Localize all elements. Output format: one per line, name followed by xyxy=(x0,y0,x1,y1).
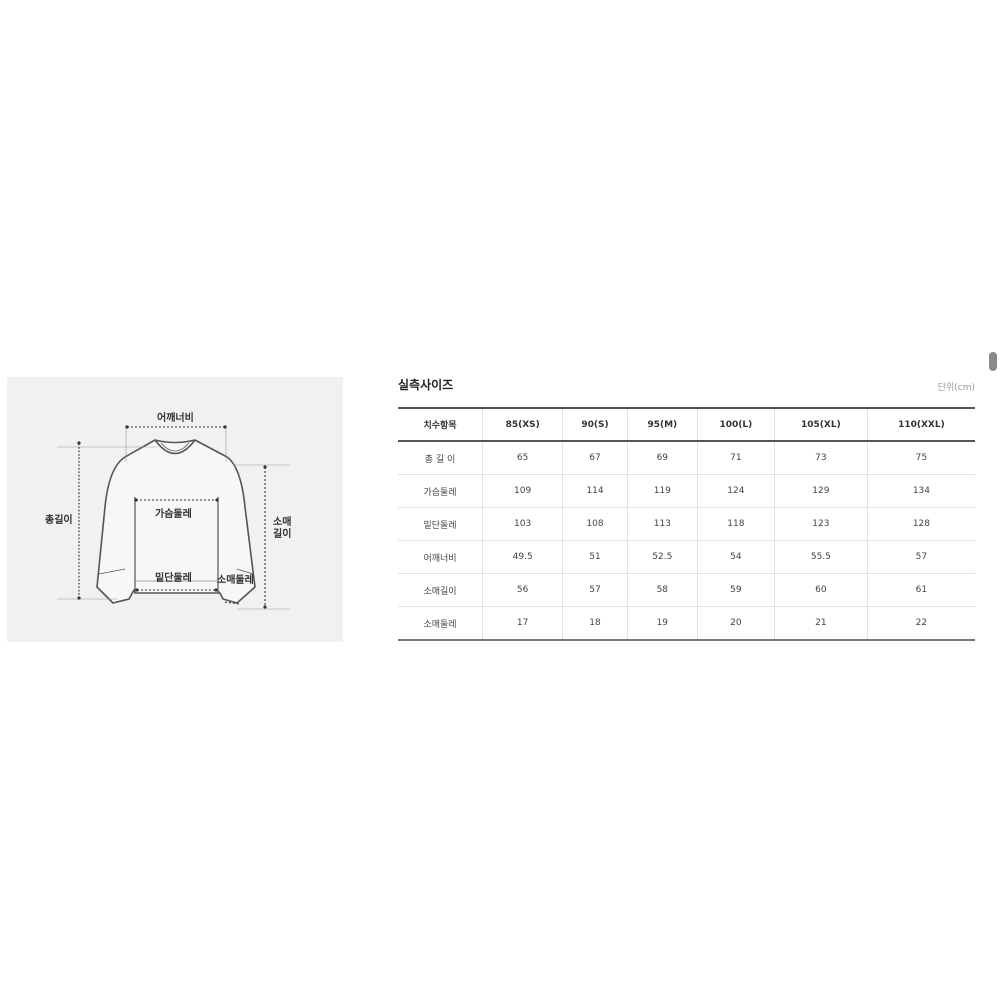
size-diagram: 어깨너비 가슴둘레 총길이 소매 길이 밑단둘레 소매둘레 xyxy=(7,377,343,642)
table-cell: 69 xyxy=(626,441,698,475)
sweatshirt-illustration xyxy=(57,425,290,610)
table-cell: 128 xyxy=(866,507,975,541)
table-cell: 18 xyxy=(562,606,628,641)
unit-label: 단위(cm) xyxy=(937,383,975,393)
table-cell: 58 xyxy=(626,573,698,607)
table-cell: 65 xyxy=(481,441,563,475)
table-cell: 51 xyxy=(562,540,628,574)
hem-label: 밑단둘레 xyxy=(155,573,192,584)
table-cell: 21 xyxy=(773,606,868,641)
row-label: 밑단둘레 xyxy=(398,507,483,541)
table-cell: 56 xyxy=(481,573,563,607)
row-label: 어깨너비 xyxy=(398,540,483,574)
table-cell: 134 xyxy=(866,474,975,508)
table-row: 어깨너비 49.5 51 52.5 54 55.5 57 xyxy=(398,540,975,574)
table-cell: 17 xyxy=(481,606,563,641)
table-row: 가슴둘레 109 114 119 124 129 134 xyxy=(398,474,975,508)
table-cell: 52.5 xyxy=(626,540,698,574)
row-label: 소매길이 xyxy=(398,573,483,607)
table-cell: 119 xyxy=(626,474,698,508)
column-header: 100(L) xyxy=(696,407,775,442)
total-length-label: 총길이 xyxy=(45,515,73,526)
table-cell: 61 xyxy=(866,573,975,607)
column-header: 85(XS) xyxy=(481,407,563,442)
column-header: 95(M) xyxy=(626,407,698,442)
table-cell: 113 xyxy=(626,507,698,541)
row-label: 총 길 이 xyxy=(398,441,483,475)
size-table: 치수항목 85(XS) 90(S) 95(M) 100(L) 105(XL) 110(XXL… xyxy=(398,407,975,641)
table-cell: 55.5 xyxy=(773,540,868,574)
table-cell: 59 xyxy=(696,573,775,607)
row-label: 가슴둘레 xyxy=(398,474,483,508)
column-header: 110(XXL) xyxy=(866,407,975,442)
table-cell: 57 xyxy=(562,573,628,607)
sleeve-length-label-1: 소매 xyxy=(273,517,292,528)
table-cell: 108 xyxy=(562,507,628,541)
table-row: 소매둘레 17 18 19 20 21 22 xyxy=(398,606,975,641)
table-cell: 114 xyxy=(562,474,628,508)
table-row: 밑단둘레 103 108 113 118 123 128 xyxy=(398,507,975,541)
table-cell: 103 xyxy=(481,507,563,541)
table-cell: 118 xyxy=(696,507,775,541)
scrollbar[interactable] xyxy=(989,352,997,371)
sleeve-length-label-2: 길이 xyxy=(273,529,292,540)
table-header-row: 치수항목 85(XS) 90(S) 95(M) 100(L) 105(XL) 110(XXL… xyxy=(398,407,975,442)
table-row: 총 길 이 65 67 69 71 73 75 xyxy=(398,441,975,475)
table-cell: 75 xyxy=(866,441,975,475)
table-cell: 129 xyxy=(773,474,868,508)
table-cell: 71 xyxy=(696,441,775,475)
table-cell: 73 xyxy=(773,441,868,475)
chest-label: 가슴둘레 xyxy=(155,509,192,520)
table-cell: 19 xyxy=(626,606,698,641)
table-cell: 60 xyxy=(773,573,868,607)
table-cell: 123 xyxy=(773,507,868,541)
table-cell: 67 xyxy=(562,441,628,475)
table-cell: 109 xyxy=(481,474,563,508)
table-cell: 124 xyxy=(696,474,775,508)
row-label: 소매둘레 xyxy=(398,606,483,641)
table-cell: 57 xyxy=(866,540,975,574)
table-cell: 22 xyxy=(866,606,975,641)
table-cell: 49.5 xyxy=(481,540,563,574)
column-header: 치수항목 xyxy=(398,407,483,442)
size-table-title: 실측사이즈 xyxy=(398,378,454,392)
shoulder-width-label: 어깨너비 xyxy=(157,413,194,424)
table-cell: 20 xyxy=(696,606,775,641)
table-row: 소매길이 56 57 58 59 60 61 xyxy=(398,573,975,607)
cuff-label: 소매둘레 xyxy=(217,575,254,586)
column-header: 90(S) xyxy=(562,407,628,442)
column-header: 105(XL) xyxy=(773,407,868,442)
table-cell: 54 xyxy=(696,540,775,574)
